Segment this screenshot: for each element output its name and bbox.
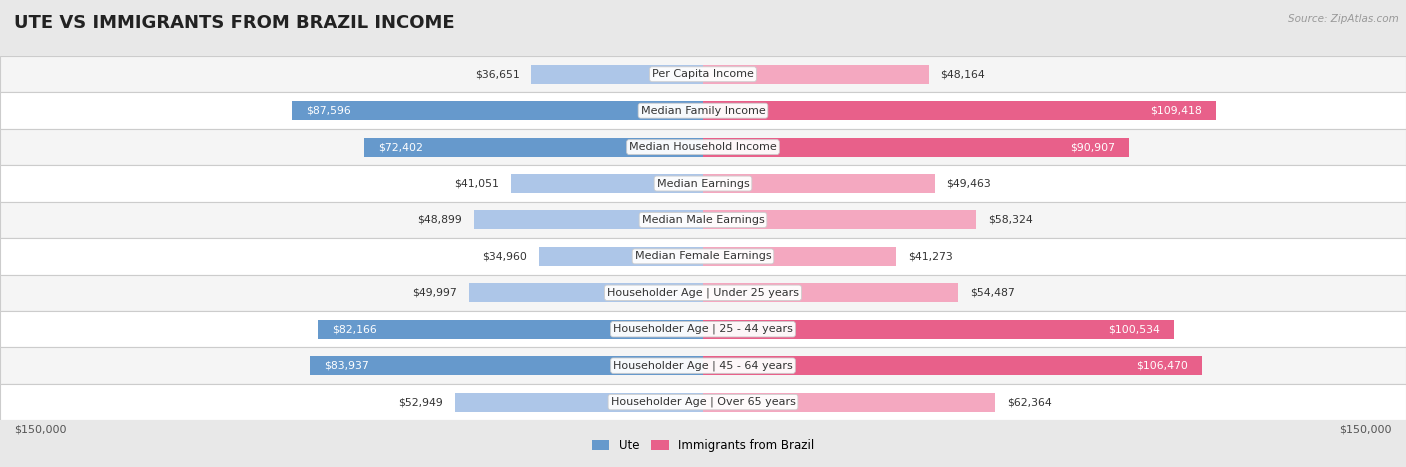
FancyBboxPatch shape <box>703 174 935 193</box>
Text: $90,907: $90,907 <box>1070 142 1115 152</box>
FancyBboxPatch shape <box>0 129 1406 165</box>
Text: $150,000: $150,000 <box>14 425 66 435</box>
Text: $54,487: $54,487 <box>970 288 1015 298</box>
FancyBboxPatch shape <box>510 174 703 193</box>
Text: $58,324: $58,324 <box>988 215 1033 225</box>
Text: $49,463: $49,463 <box>946 178 991 189</box>
Text: $109,418: $109,418 <box>1150 106 1202 116</box>
FancyBboxPatch shape <box>703 393 995 411</box>
Text: $48,164: $48,164 <box>941 69 986 79</box>
Text: $41,273: $41,273 <box>908 251 953 262</box>
FancyBboxPatch shape <box>703 101 1216 120</box>
FancyBboxPatch shape <box>0 238 1406 275</box>
FancyBboxPatch shape <box>0 384 1406 420</box>
Text: $49,997: $49,997 <box>412 288 457 298</box>
FancyBboxPatch shape <box>538 247 703 266</box>
FancyBboxPatch shape <box>703 138 1129 156</box>
FancyBboxPatch shape <box>703 356 1202 375</box>
Text: Householder Age | 45 - 64 years: Householder Age | 45 - 64 years <box>613 361 793 371</box>
FancyBboxPatch shape <box>0 275 1406 311</box>
FancyBboxPatch shape <box>703 283 959 302</box>
Legend: Ute, Immigrants from Brazil: Ute, Immigrants from Brazil <box>586 434 820 456</box>
FancyBboxPatch shape <box>0 92 1406 129</box>
Text: $82,166: $82,166 <box>332 324 377 334</box>
Text: $41,051: $41,051 <box>454 178 499 189</box>
Text: $48,899: $48,899 <box>418 215 463 225</box>
Text: $72,402: $72,402 <box>378 142 423 152</box>
Text: Per Capita Income: Per Capita Income <box>652 69 754 79</box>
Text: Median Male Earnings: Median Male Earnings <box>641 215 765 225</box>
Text: Median Family Income: Median Family Income <box>641 106 765 116</box>
FancyBboxPatch shape <box>0 347 1406 384</box>
FancyBboxPatch shape <box>0 165 1406 202</box>
Text: $34,960: $34,960 <box>482 251 527 262</box>
Text: Median Earnings: Median Earnings <box>657 178 749 189</box>
FancyBboxPatch shape <box>456 393 703 411</box>
Text: Source: ZipAtlas.com: Source: ZipAtlas.com <box>1288 14 1399 24</box>
Text: Median Female Earnings: Median Female Earnings <box>634 251 772 262</box>
Text: $87,596: $87,596 <box>307 106 352 116</box>
FancyBboxPatch shape <box>531 65 703 84</box>
FancyBboxPatch shape <box>0 311 1406 347</box>
Text: $150,000: $150,000 <box>1340 425 1392 435</box>
Text: $52,949: $52,949 <box>398 397 443 407</box>
FancyBboxPatch shape <box>0 56 1406 92</box>
FancyBboxPatch shape <box>703 211 976 229</box>
FancyBboxPatch shape <box>468 283 703 302</box>
Text: Median Household Income: Median Household Income <box>628 142 778 152</box>
Text: $36,651: $36,651 <box>475 69 519 79</box>
FancyBboxPatch shape <box>474 211 703 229</box>
Text: UTE VS IMMIGRANTS FROM BRAZIL INCOME: UTE VS IMMIGRANTS FROM BRAZIL INCOME <box>14 14 454 32</box>
FancyBboxPatch shape <box>309 356 703 375</box>
Text: $106,470: $106,470 <box>1136 361 1188 371</box>
Text: Householder Age | 25 - 44 years: Householder Age | 25 - 44 years <box>613 324 793 334</box>
Text: $100,534: $100,534 <box>1108 324 1160 334</box>
FancyBboxPatch shape <box>703 320 1174 339</box>
FancyBboxPatch shape <box>318 320 703 339</box>
Text: Householder Age | Over 65 years: Householder Age | Over 65 years <box>610 397 796 407</box>
FancyBboxPatch shape <box>703 247 897 266</box>
FancyBboxPatch shape <box>364 138 703 156</box>
FancyBboxPatch shape <box>0 202 1406 238</box>
FancyBboxPatch shape <box>703 65 929 84</box>
Text: $83,937: $83,937 <box>323 361 368 371</box>
Text: $62,364: $62,364 <box>1007 397 1052 407</box>
Text: Householder Age | Under 25 years: Householder Age | Under 25 years <box>607 288 799 298</box>
FancyBboxPatch shape <box>292 101 703 120</box>
